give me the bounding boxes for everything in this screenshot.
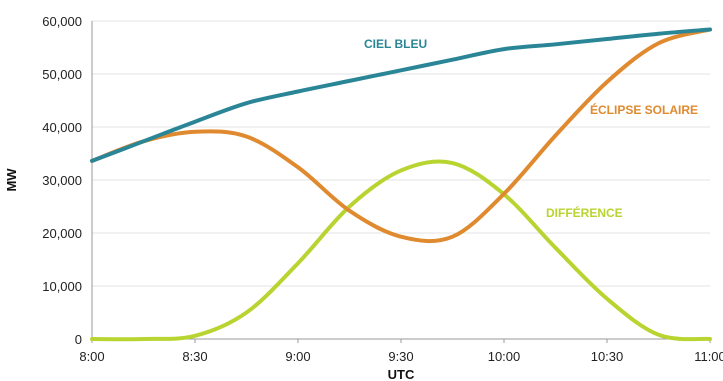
x-tick-label: 8:00: [79, 349, 104, 364]
series-line-eclipse-solaire: [90, 27, 712, 244]
series-label-eclipse-solaire: ÉCLIPSE SOLAIRE: [590, 102, 698, 117]
series-label-ciel-bleu: CIEL BLEU: [364, 37, 427, 51]
series-label-difference: DIFFÉRENCE: [546, 205, 623, 220]
x-tick-label: 11:00: [694, 349, 723, 364]
x-tick-label: 10:00: [488, 349, 521, 364]
x-tick-label: 8:30: [182, 349, 207, 364]
y-tick-label: 60,000: [42, 14, 82, 29]
series-line-ciel-bleu: [90, 27, 712, 163]
y-tick-label: 40,000: [42, 120, 82, 135]
y-axis-title: MW: [4, 168, 19, 192]
y-tick-label: 0: [75, 332, 82, 347]
x-tick-label: 9:00: [285, 349, 310, 364]
x-tick-label: 10:30: [591, 349, 624, 364]
y-tick-label: 30,000: [42, 173, 82, 188]
grid-lines: [92, 20, 710, 287]
y-tick-label: 50,000: [42, 67, 82, 82]
series-line-difference: [90, 159, 712, 342]
y-tick-label: 20,000: [42, 226, 82, 241]
x-axis-title: UTC: [388, 367, 415, 381]
y-tick-labels: 0 10,000 20,000 30,000 40,000 50,000 60,000: [42, 14, 82, 347]
y-tick-label: 10,000: [42, 279, 82, 294]
x-tick-labels: 8:00 8:30 9:00 9:30 10:00 10:30 11:00: [79, 339, 723, 364]
x-tick-label: 9:30: [388, 349, 413, 364]
series-lines: [90, 27, 712, 342]
